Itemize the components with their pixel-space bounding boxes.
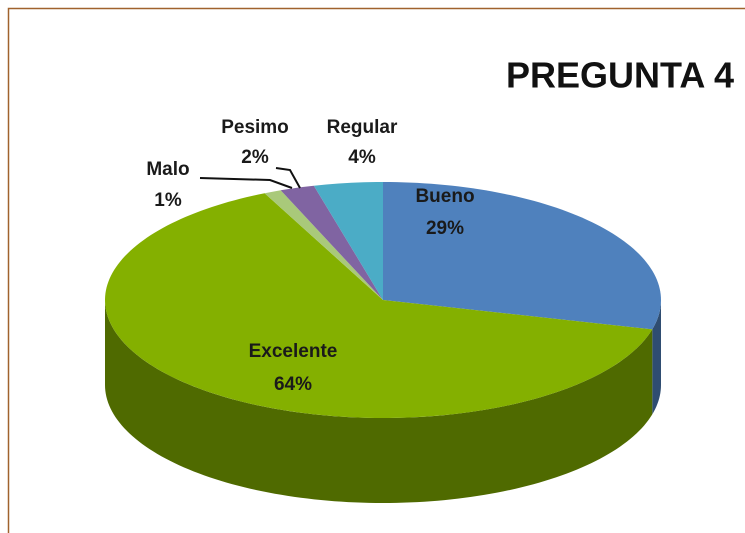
slice-label: Excelente — [249, 341, 338, 362]
slice-label: Malo — [146, 159, 189, 180]
pie-slice — [280, 185, 383, 300]
value-label: 64% — [274, 374, 312, 395]
pie-side — [105, 300, 653, 503]
pie-slice — [313, 182, 383, 300]
slice-label: Bueno — [415, 186, 474, 207]
pie-side — [652, 300, 661, 415]
pie-slice — [264, 190, 383, 300]
value-label: 4% — [348, 147, 376, 168]
pie-slice — [383, 182, 661, 330]
slice-label: Pesimo — [221, 117, 289, 138]
value-label: 1% — [154, 190, 182, 211]
value-label: 29% — [426, 218, 464, 239]
slice-label: Regular — [327, 117, 398, 138]
chart-title: PREGUNTA 4 — [506, 55, 734, 96]
leader-line — [275, 167, 301, 189]
value-label: 2% — [241, 147, 269, 168]
leader-line — [199, 177, 293, 189]
pie-slice — [105, 193, 653, 418]
